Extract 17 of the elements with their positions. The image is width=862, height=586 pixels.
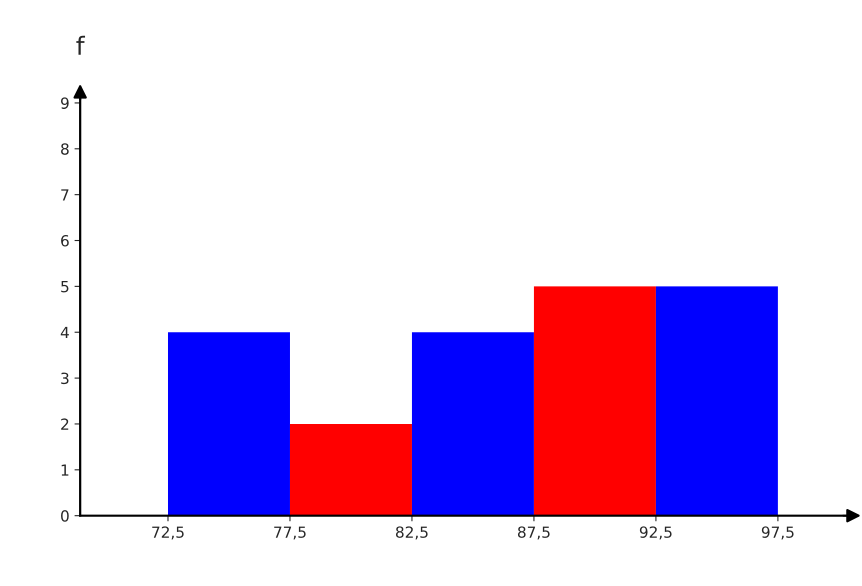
x-tick-label: 92,5 <box>640 526 672 540</box>
y-tick-label: 3 <box>61 372 69 384</box>
y-tick-label: 8 <box>61 143 69 155</box>
y-tick-label: 1 <box>62 464 68 476</box>
y-tick-label: 5 <box>61 281 68 292</box>
y-tick-label: 7 <box>61 189 68 200</box>
y-axis-title: f <box>76 36 86 55</box>
y-tick-label: 6 <box>61 234 69 247</box>
y-tick-label: 0 <box>61 510 69 522</box>
y-tick-label: 9 <box>60 97 69 109</box>
x-tick-label: 97,5 <box>762 526 794 540</box>
x-tick-label: 82,5 <box>396 526 428 540</box>
x-tick-label: 77,5 <box>274 526 306 540</box>
x-tick-label: 72,5 <box>152 526 184 540</box>
y-tick-label: 4 <box>60 326 69 338</box>
y-tick-label: 2 <box>61 418 68 430</box>
x-tick-label: 87,5 <box>518 526 550 540</box>
